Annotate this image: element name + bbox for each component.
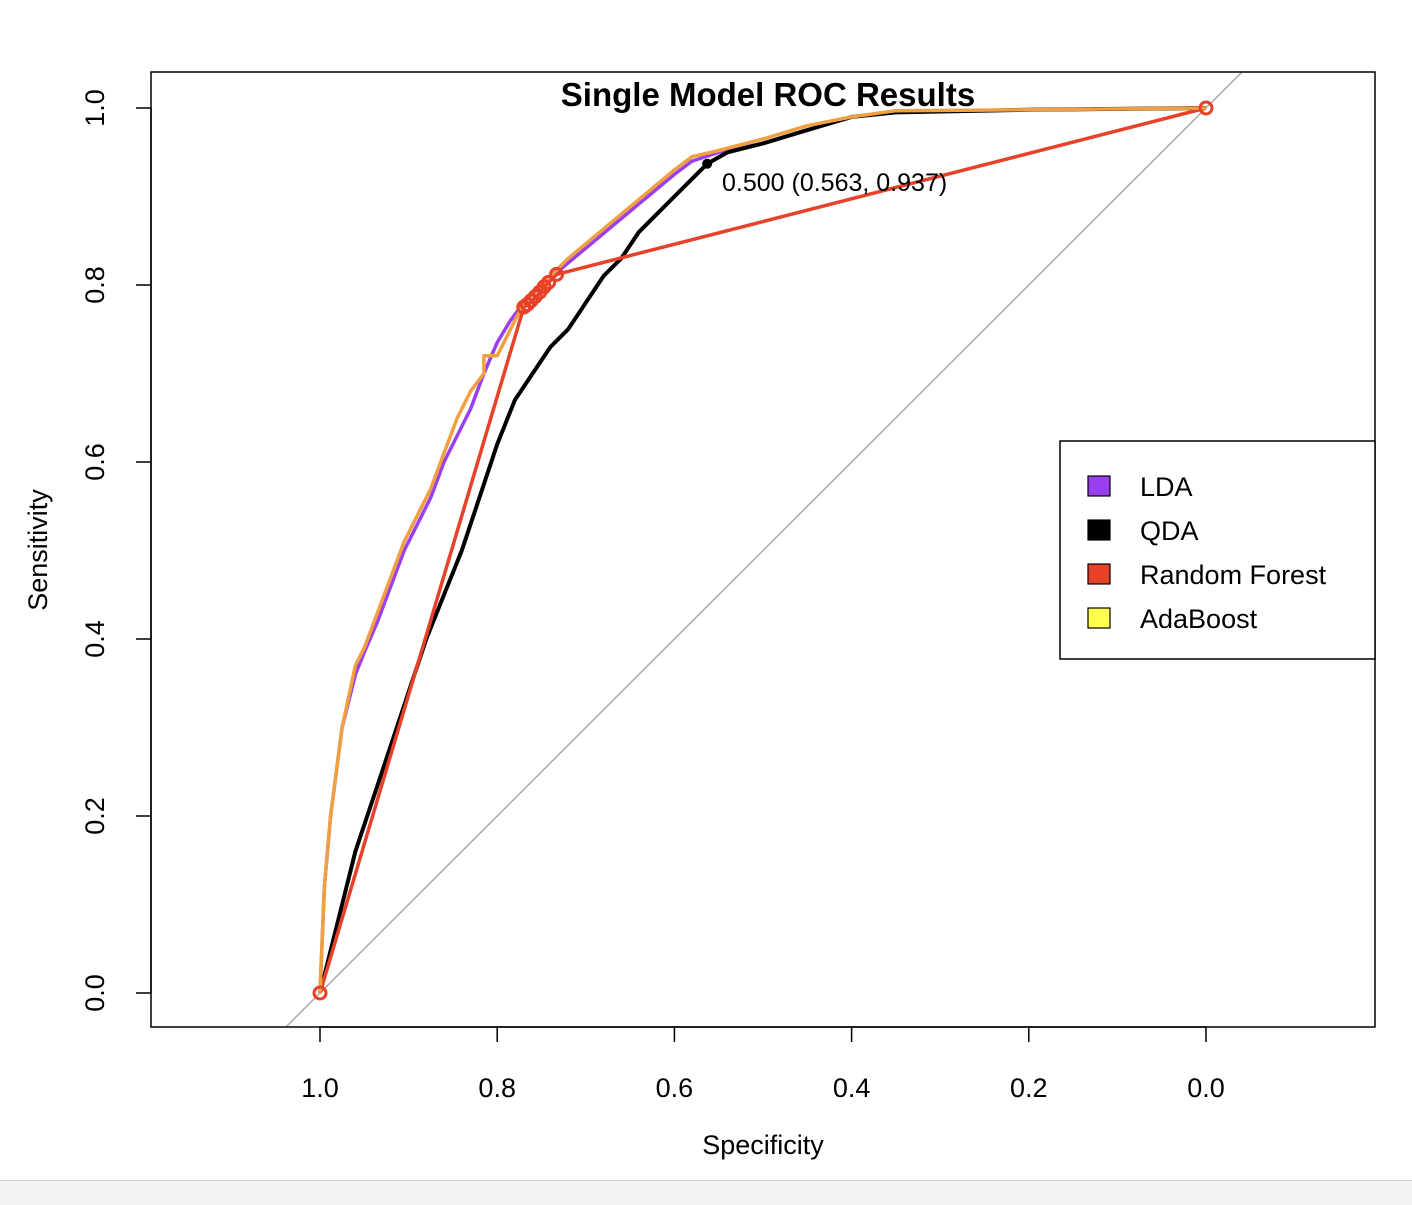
random-forest-point <box>1198 100 1214 116</box>
random-forest-point <box>519 296 535 312</box>
legend-label: QDA <box>1140 516 1199 546</box>
roc-curves <box>318 106 1207 994</box>
chart-title: Single Model ROC Results <box>561 76 975 113</box>
random-forest-curve <box>318 106 1207 994</box>
y-tick-label: 0.6 <box>80 443 110 481</box>
legend-label: Random Forest <box>1140 560 1327 590</box>
y-tick-label: 0.2 <box>80 797 110 835</box>
x-axis-title: Specificity <box>702 1130 824 1160</box>
legend-swatch <box>1087 563 1111 585</box>
y-axis: 0.0 0.2 0.4 0.6 0.8 1.0 <box>80 89 152 1012</box>
diagonal-reference-line <box>285 71 1243 1028</box>
x-tick-label: 0.0 <box>1187 1073 1225 1103</box>
random-forest-point <box>549 266 565 282</box>
legend-swatch <box>1087 475 1111 497</box>
x-tick-label: 0.8 <box>478 1073 516 1103</box>
y-tick-label: 0.0 <box>80 974 110 1012</box>
x-tick-label: 0.4 <box>833 1073 871 1103</box>
x-axis: 1.0 0.8 0.6 0.4 0.2 0.0 <box>301 1026 1225 1103</box>
adaboost-curve <box>318 106 1207 994</box>
x-tick-label: 0.2 <box>1010 1073 1048 1103</box>
y-axis-title: Sensitivity <box>23 489 53 611</box>
legend-label: AdaBoost <box>1140 604 1258 634</box>
curve-markers <box>312 100 1214 1001</box>
threshold-annotation: 0.500 (0.563, 0.937) <box>722 169 947 197</box>
bottom-status-strip <box>0 1180 1412 1205</box>
y-tick-label: 0.4 <box>80 620 110 658</box>
x-tick-label: 0.6 <box>656 1073 694 1103</box>
legend-box <box>1059 440 1376 660</box>
random-forest-point <box>541 274 557 290</box>
x-tick-label: 1.0 <box>301 1073 339 1103</box>
legend-swatch <box>1087 519 1111 541</box>
y-tick-label: 0.8 <box>80 266 110 304</box>
diagonal-line <box>285 71 1243 1028</box>
legend: LDA QDA Random Forest AdaBoost <box>1059 440 1376 660</box>
threshold-point <box>702 158 713 169</box>
random-forest-point <box>312 985 328 1001</box>
legend-swatch <box>1087 607 1111 629</box>
y-tick-label: 1.0 <box>80 89 110 127</box>
legend-label: LDA <box>1140 472 1193 502</box>
